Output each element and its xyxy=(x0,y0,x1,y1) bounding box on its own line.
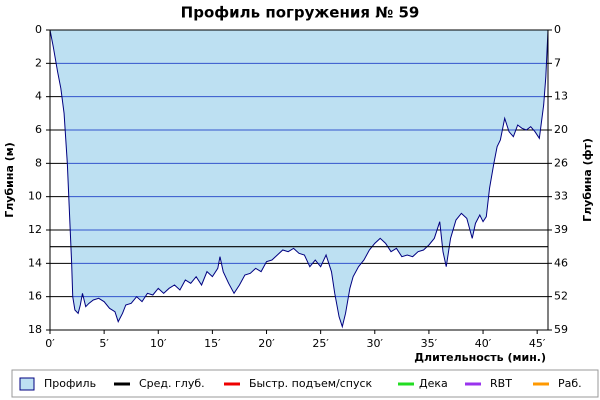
y-axis-title: Глубина (м) xyxy=(3,142,16,218)
y-tick-label: 12 xyxy=(28,223,42,236)
legend-box xyxy=(11,369,599,398)
legend-label: Раб. xyxy=(558,377,582,390)
x-tick-label: 35′ xyxy=(421,337,438,350)
legend-swatch xyxy=(19,377,35,391)
y2-tick-label: 20 xyxy=(554,123,568,136)
y2-tick-label: 46 xyxy=(554,256,568,269)
chart-title: Профиль погружения № 59 xyxy=(181,4,420,22)
profile-area xyxy=(50,30,548,327)
x-tick-label: 15′ xyxy=(204,337,221,350)
y-tick-label: 18 xyxy=(28,323,42,336)
legend-label: RBT xyxy=(490,377,512,390)
y-tick-label: 0 xyxy=(35,23,42,36)
legend-label: Профиль xyxy=(44,377,96,390)
legend-label: Сред. глуб. xyxy=(139,377,205,390)
x-tick-label: 10′ xyxy=(150,337,167,350)
y-tick-label: 8 xyxy=(35,156,42,169)
y-tick-label: 2 xyxy=(35,56,42,69)
y2-tick-label: 13 xyxy=(554,90,568,103)
profile-line xyxy=(49,29,549,329)
y2-tick-label: 26 xyxy=(554,156,568,169)
x-axis-title: Длительность (мин.) xyxy=(414,351,546,364)
y2-tick-label: 52 xyxy=(554,290,568,303)
y-tick-label: 16 xyxy=(28,290,42,303)
legend-label: Быстр. подъем/спуск xyxy=(249,377,373,390)
y2-tick-label: 59 xyxy=(554,323,568,336)
y2-tick-label: 33 xyxy=(554,190,568,203)
y-tick-label: 4 xyxy=(35,90,42,103)
x-tick-label: 0′ xyxy=(45,337,55,350)
y2-tick-label: 0 xyxy=(554,23,561,36)
x-tick-label: 30′ xyxy=(367,337,384,350)
legend-label: Дека xyxy=(419,377,448,390)
y2-tick-label: 7 xyxy=(554,56,561,69)
x-tick-label: 45′ xyxy=(529,337,546,350)
plot-frame xyxy=(49,29,549,331)
x-tick-label: 20′ xyxy=(258,337,275,350)
x-tick-label: 40′ xyxy=(475,337,492,350)
x-tick-label: 25′ xyxy=(312,337,329,350)
y-tick-label: 6 xyxy=(35,123,42,136)
x-tick-label: 5′ xyxy=(99,337,109,350)
y2-tick-label: 39 xyxy=(554,223,568,236)
y-tick-label: 10 xyxy=(28,190,42,203)
y-tick-label: 14 xyxy=(28,256,42,269)
y2-axis-title: Глубина (фт) xyxy=(581,138,594,222)
